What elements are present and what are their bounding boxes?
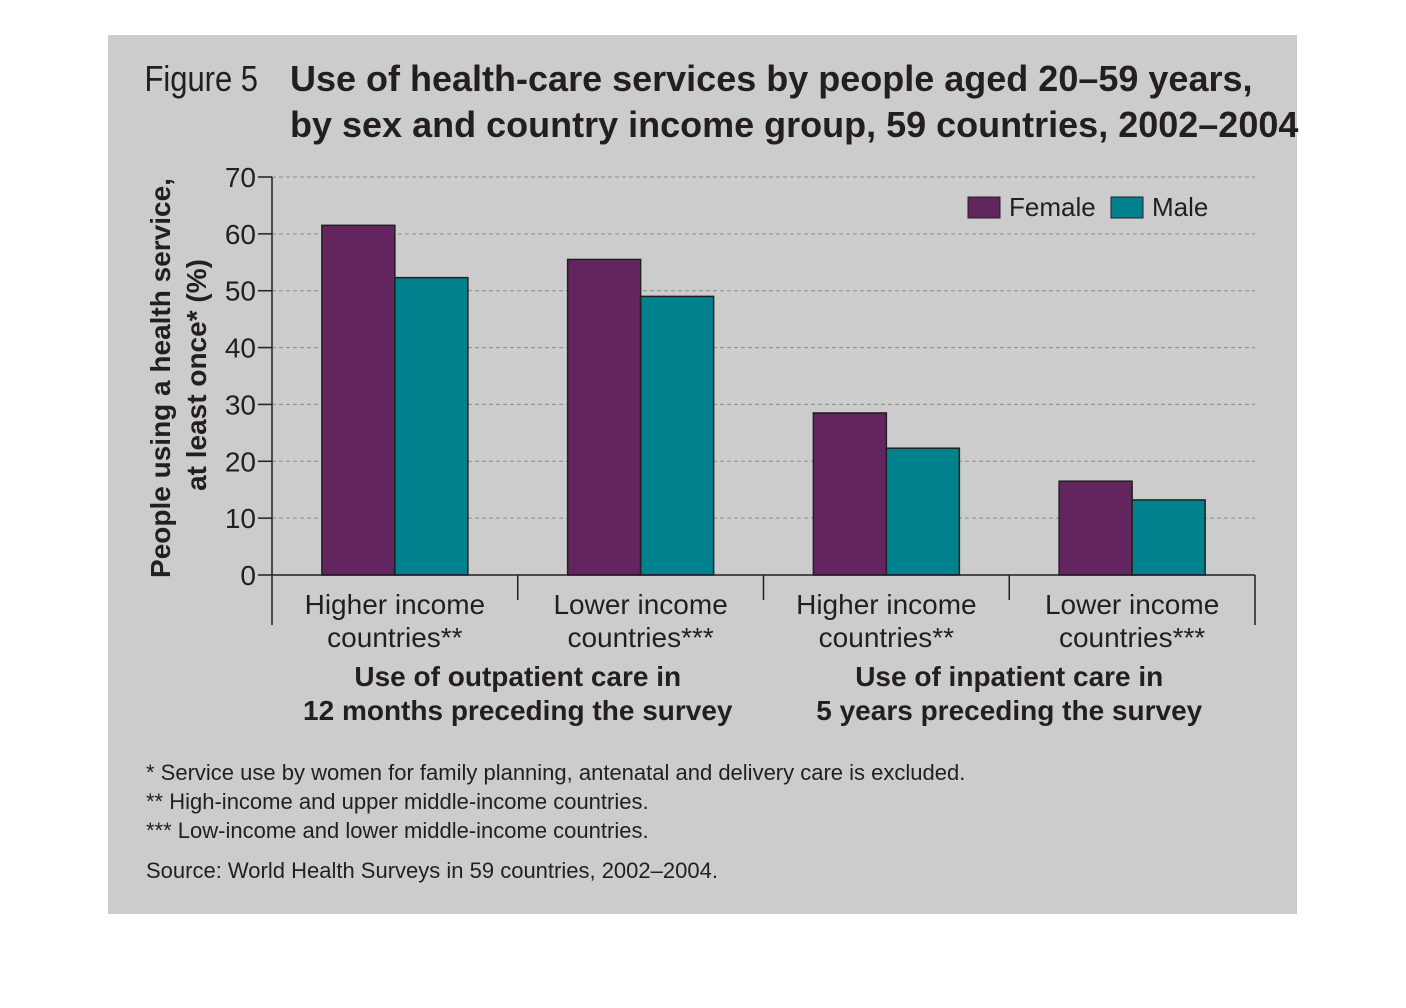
x-category-label: Lower income	[1045, 589, 1219, 620]
x-category-label: countries**	[327, 622, 463, 653]
y-tick-label: 0	[240, 560, 256, 591]
y-tick-label: 60	[225, 219, 256, 250]
bar-female	[321, 224, 396, 576]
y-tick-label: 10	[225, 503, 256, 534]
x-group-label: 12 months preceding the survey	[303, 695, 733, 726]
x-category-label: Higher income	[796, 589, 977, 620]
x-category-label: countries***	[1059, 622, 1205, 653]
y-tick-label: 40	[225, 333, 256, 364]
bar-female	[566, 258, 642, 576]
legend: Female Male	[967, 192, 1208, 222]
x-group-label: 5 years preceding the survey	[816, 695, 1202, 726]
bar-male	[1131, 499, 1206, 576]
figure-label: Figure 5	[144, 60, 258, 100]
x-category-label: countries**	[819, 622, 955, 653]
bar-male	[394, 276, 469, 576]
x-category-label: countries***	[567, 622, 713, 653]
x-group-label: Use of inpatient care in	[855, 661, 1163, 692]
source-note: Source: World Health Surveys in 59 count…	[146, 858, 718, 883]
y-tick-label: 70	[225, 162, 256, 193]
y-tick-label: 20	[225, 446, 256, 477]
figure-title-line2: by sex and country income group, 59 coun…	[290, 104, 1298, 145]
y-axis-title-line1: People using a health service,	[145, 178, 176, 578]
x-group-label: Use of outpatient care in	[354, 661, 681, 692]
footnote-2: ** High-income and upper middle-income c…	[146, 789, 649, 814]
axes	[271, 177, 1256, 625]
footnote-3: *** Low-income and lower middle-income c…	[146, 818, 649, 843]
bar-male	[639, 295, 715, 576]
bar-male	[885, 447, 961, 576]
bar-female	[812, 412, 888, 576]
y-tick-label: 50	[225, 276, 256, 307]
legend-label-female: Female	[1009, 192, 1096, 222]
footnote-1: * Service use by women for family planni…	[146, 760, 965, 785]
x-category-label: Lower income	[553, 589, 727, 620]
figure-title-line1: Use of health-care services by people ag…	[290, 58, 1253, 99]
y-axis-ticks: 0 10 20 30 40 50 60 70	[225, 162, 272, 591]
bars	[321, 224, 1206, 576]
legend-swatch-male	[1110, 196, 1144, 219]
y-axis-title-line2: at least once* (%)	[181, 259, 212, 491]
bar-female	[1058, 480, 1133, 576]
y-tick-label: 30	[225, 389, 256, 420]
x-category-label: Higher income	[305, 589, 486, 620]
legend-label-male: Male	[1152, 192, 1208, 222]
legend-swatch-female	[967, 196, 1001, 219]
